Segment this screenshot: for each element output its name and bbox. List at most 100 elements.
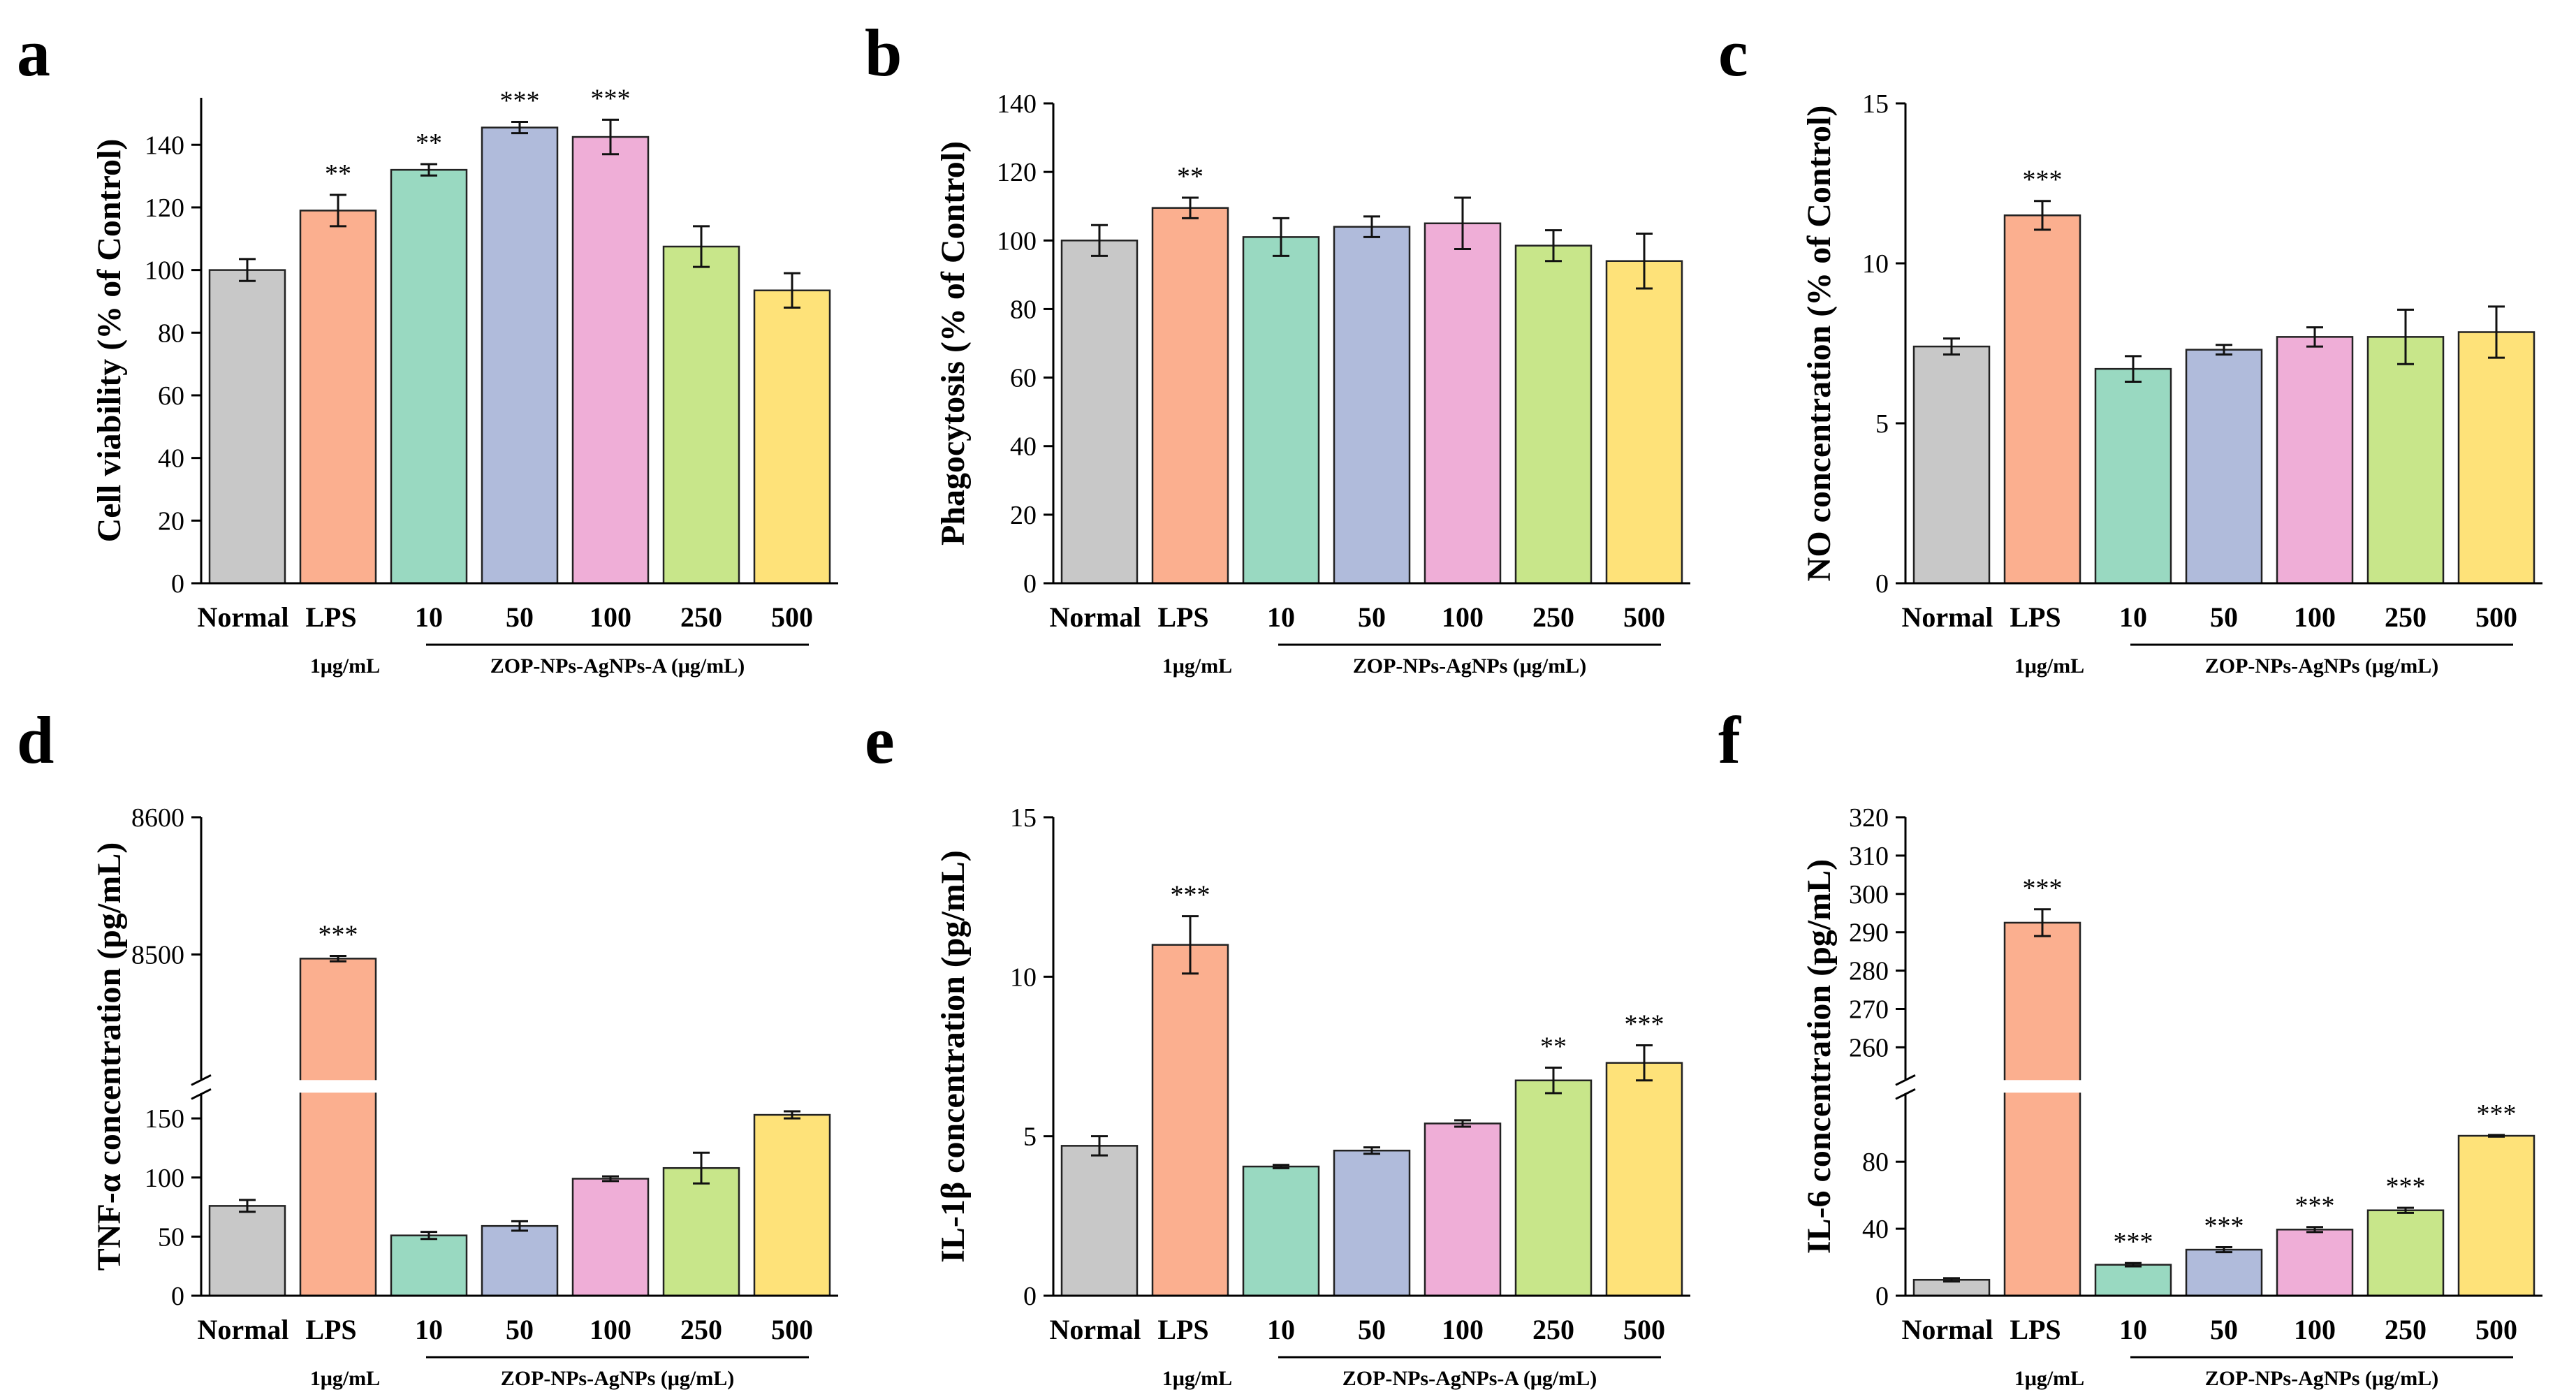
- bar-250: [2366, 336, 2445, 585]
- panel-label: b: [865, 15, 902, 90]
- panel-f: Normal *** LPS *** 10 *** 50 *** 100 *** 250 *** 500…: [1718, 703, 2545, 1390]
- x-tick-label: 500: [2475, 1314, 2517, 1345]
- group-label: ZOP-NPs-AgNPs (μg/mL): [1353, 654, 1586, 678]
- lps-dose-note: 1μg/mL: [2014, 654, 2084, 678]
- significance-label: ***: [500, 87, 540, 116]
- x-tick-label: 50: [2210, 601, 2238, 633]
- panel-d: Normal *** LPS 10 50 100 250 500 0 50 100 150 8500 86…: [17, 703, 841, 1390]
- y-axis-label: Cell viability (% of Control): [91, 139, 128, 543]
- x-tick-label: 10: [415, 1314, 443, 1345]
- bar-250: [662, 245, 740, 585]
- x-tick-label: 100: [590, 1314, 631, 1345]
- x-tick-label: 10: [415, 601, 443, 633]
- group-label: ZOP-NPs-AgNPs (μg/mL): [2205, 654, 2438, 678]
- bar-Normal: [208, 1205, 286, 1297]
- significance-label: **: [1177, 162, 1203, 191]
- bar-500: [2457, 1134, 2535, 1297]
- panel-label: d: [17, 703, 54, 777]
- x-tick-label: 250: [2385, 601, 2427, 633]
- y-tick-label: 5: [1875, 409, 1889, 439]
- y-tick-label: 20: [1010, 501, 1037, 530]
- y-tick-label: 270: [1849, 995, 1889, 1024]
- x-tick-label: 50: [2210, 1314, 2238, 1345]
- bar-500: [753, 289, 831, 585]
- x-tick-label: 500: [1623, 1314, 1665, 1345]
- bar-100: [1424, 1122, 1502, 1297]
- panel-c: Normal *** LPS 10 50 100 250 500 0 5 10 15 NO concen…: [1718, 15, 2542, 678]
- bar-LPS: [2003, 921, 2081, 1297]
- y-tick-label: 80: [158, 319, 184, 348]
- x-tick-label: 100: [2294, 601, 2336, 633]
- bar-50: [2185, 349, 2263, 585]
- bar-100: [571, 136, 650, 585]
- y-tick-label: 50: [158, 1222, 184, 1252]
- bar-10: [1242, 236, 1320, 585]
- significance-label: ***: [2114, 1227, 2153, 1257]
- significance-label: ***: [2477, 1099, 2517, 1129]
- bar-100: [2276, 1229, 2354, 1297]
- significance-label: ***: [2295, 1192, 2335, 1221]
- x-tick-label: LPS: [1157, 1314, 1208, 1345]
- y-tick-label: 0: [1875, 1282, 1889, 1311]
- y-tick-label: 150: [145, 1104, 184, 1134]
- group-label: ZOP-NPs-AgNPs-A (μg/mL): [490, 654, 745, 678]
- bar-Normal: [1912, 345, 1991, 585]
- x-tick-label: Normal: [1049, 601, 1141, 633]
- bar-10: [2094, 367, 2172, 585]
- x-tick-label: LPS: [2010, 1314, 2061, 1345]
- x-tick-label: 10: [2119, 601, 2147, 633]
- x-tick-label: 250: [2385, 1314, 2427, 1345]
- x-tick-label: Normal: [1901, 601, 1993, 633]
- bar-LPS: [1151, 944, 1229, 1297]
- x-tick-label: 250: [1532, 1314, 1574, 1345]
- group-label: ZOP-NPs-AgNPs-A (μg/mL): [1342, 1367, 1597, 1390]
- axis-break-band: [1891, 1080, 2545, 1093]
- y-tick-label: 15: [1010, 803, 1037, 833]
- y-tick-label: 120: [997, 158, 1037, 187]
- y-tick-label: 100: [997, 226, 1037, 256]
- y-tick-label: 5: [1023, 1122, 1037, 1152]
- significance-label: ***: [2023, 166, 2063, 195]
- lps-dose-note: 1μg/mL: [2014, 1367, 2084, 1390]
- y-axis-label: Phagocytosis (% of Control): [935, 141, 972, 546]
- x-tick-label: Normal: [1049, 1314, 1141, 1345]
- x-tick-label: 10: [2119, 1314, 2147, 1345]
- bar-10: [390, 1234, 468, 1297]
- y-tick-label: 15: [1862, 89, 1889, 119]
- y-tick-label: 40: [1010, 432, 1037, 462]
- y-tick-label: 0: [1023, 569, 1037, 599]
- bar-100: [1424, 222, 1502, 585]
- panel-a: Normal ** LPS ** 10 *** 50 *** 100 250 500 0 20 40 60 8…: [17, 15, 838, 678]
- bar-LPS: [1151, 207, 1229, 585]
- y-tick-label: 40: [1862, 1215, 1889, 1244]
- x-tick-label: 250: [680, 1314, 722, 1345]
- bar-100: [571, 1178, 650, 1297]
- x-tick-label: 100: [1442, 1314, 1484, 1345]
- x-tick-label: 250: [680, 601, 722, 633]
- y-tick-label: 260: [1849, 1033, 1889, 1062]
- x-tick-label: 50: [1358, 1314, 1386, 1345]
- significance-label: ***: [591, 84, 631, 113]
- x-tick-label: 50: [506, 601, 534, 633]
- x-tick-label: 500: [771, 1314, 813, 1345]
- y-tick-label: 320: [1849, 803, 1889, 833]
- y-tick-label: 20: [158, 506, 184, 536]
- bar-250: [662, 1166, 740, 1297]
- bar-Normal: [208, 269, 286, 585]
- y-tick-label: 0: [1875, 569, 1889, 599]
- bar-LPS: [299, 210, 377, 585]
- panel-e: Normal *** LPS 10 50 100 ** 250 *** 500 0 5 10 15 IL-1…: [865, 703, 1690, 1390]
- x-tick-label: 500: [2475, 601, 2517, 633]
- y-tick-label: 60: [1010, 364, 1037, 393]
- bar-50: [1333, 226, 1411, 585]
- bar-250: [2366, 1209, 2445, 1297]
- panel-label: a: [17, 15, 50, 90]
- group-label: ZOP-NPs-AgNPs (μg/mL): [2205, 1367, 2438, 1390]
- bar-500: [1605, 260, 1683, 585]
- y-axis-label: TNF-α concentration (pg/mL): [91, 842, 128, 1271]
- axis-break-mark: [191, 1088, 212, 1100]
- y-tick-label: 80: [1862, 1148, 1889, 1177]
- x-tick-label: 10: [1267, 601, 1295, 633]
- panel-label: f: [1718, 703, 1741, 777]
- y-axis-label: NO concentration (% of Control): [1801, 105, 1838, 582]
